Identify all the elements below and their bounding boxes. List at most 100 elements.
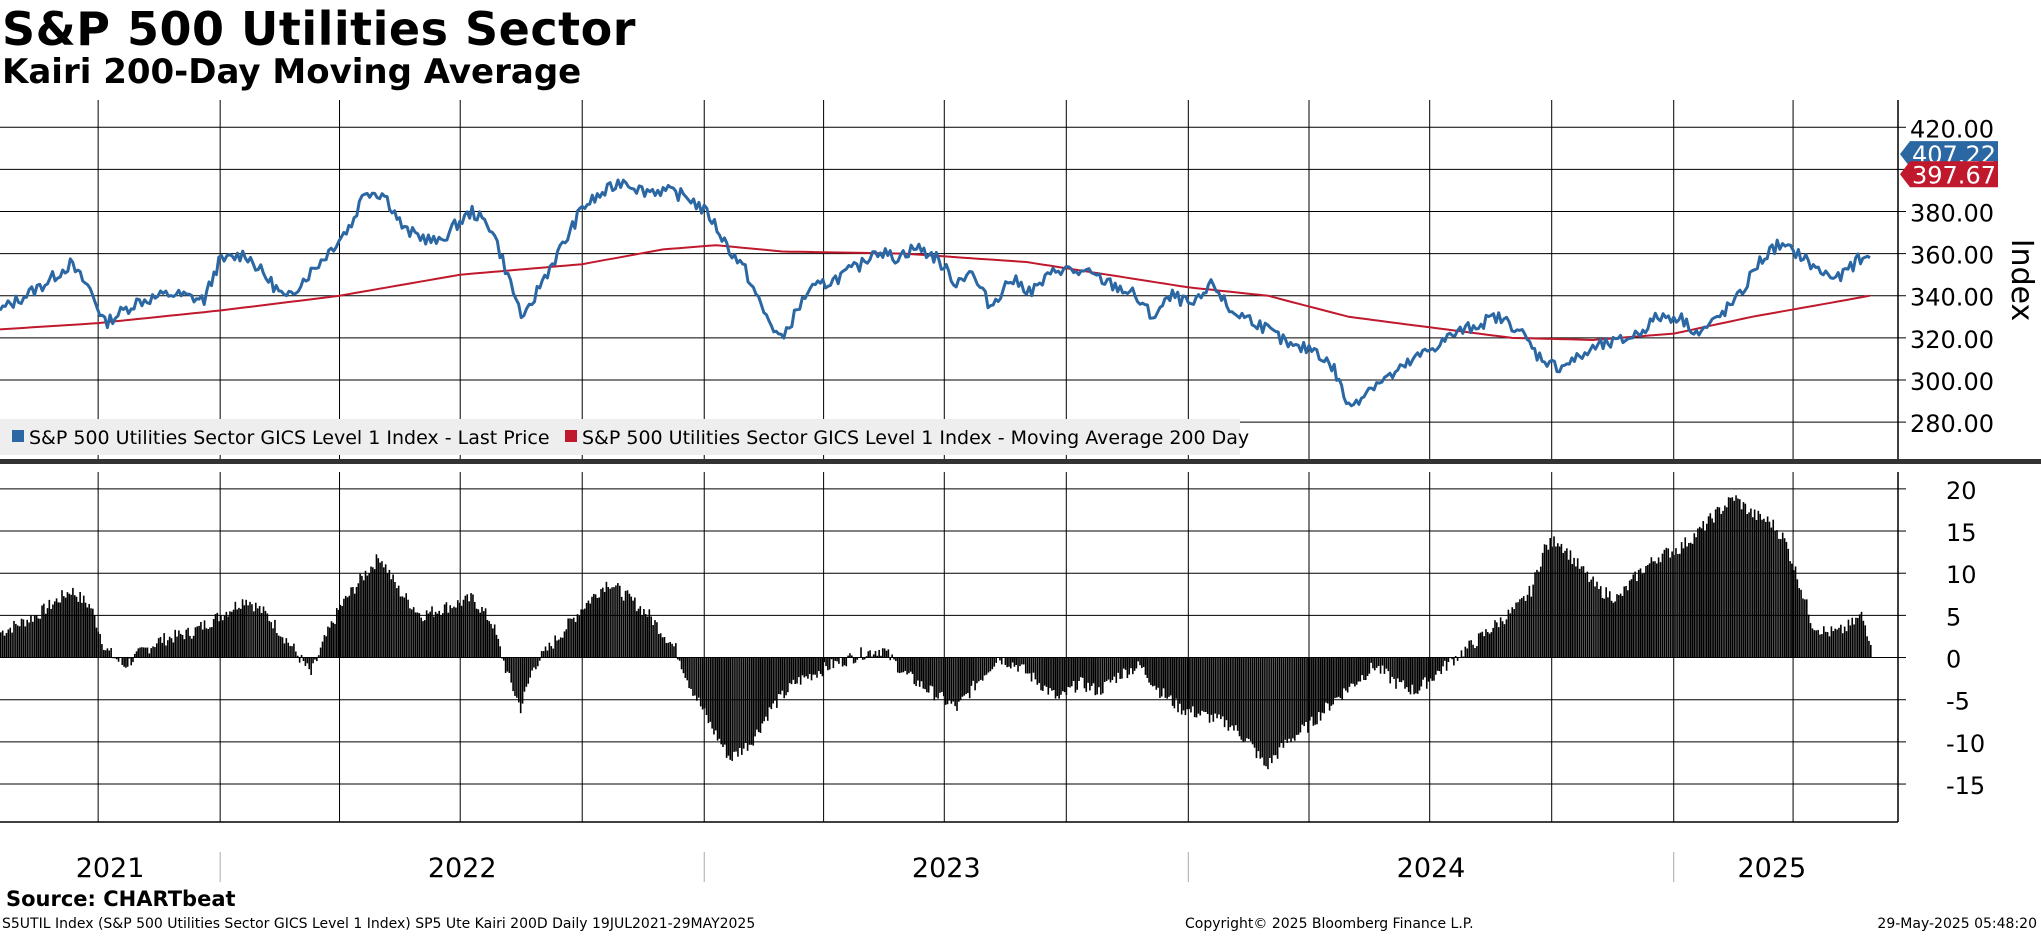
kairi-bar bbox=[1669, 557, 1671, 658]
kairi-bar bbox=[684, 657, 687, 678]
kairi-bar bbox=[1357, 657, 1360, 682]
kairi-bar bbox=[752, 657, 755, 746]
kairi-bar bbox=[125, 657, 127, 668]
kairi-bar bbox=[1847, 619, 1850, 658]
kairi-bar bbox=[1466, 648, 1469, 658]
chart-title: S&P 500 Utilities Sector bbox=[2, 2, 636, 56]
kairi-bar bbox=[401, 596, 404, 658]
x-tick-label-year: 2024 bbox=[1397, 853, 1466, 884]
kairi-bar bbox=[1776, 530, 1778, 658]
kairi-bar bbox=[1346, 657, 1349, 693]
kairi-bar bbox=[1305, 657, 1307, 722]
kairi-bar bbox=[368, 573, 370, 658]
kairi-bar bbox=[84, 602, 87, 658]
kairi-bar bbox=[917, 657, 919, 681]
kairi-bar bbox=[1282, 657, 1285, 748]
kairi-bar bbox=[1164, 657, 1167, 698]
kairi-bar bbox=[779, 657, 782, 695]
kairi-bar bbox=[110, 648, 112, 658]
kairi-bar bbox=[24, 626, 27, 658]
kairi-bar bbox=[772, 657, 774, 704]
kairi-bar bbox=[607, 587, 610, 658]
kairi-bar bbox=[1526, 594, 1529, 658]
kairi-bar bbox=[656, 622, 658, 658]
kairi-bar bbox=[97, 631, 100, 658]
kairi-bar bbox=[241, 599, 244, 658]
kairi-bar bbox=[1434, 657, 1437, 675]
kairi-bar bbox=[477, 609, 480, 658]
kairi-bar bbox=[1142, 657, 1145, 668]
kairi-bar bbox=[1173, 657, 1176, 709]
kairi-bar bbox=[1838, 627, 1840, 658]
kairi-bar bbox=[1171, 657, 1174, 706]
kairi-bar bbox=[569, 618, 571, 658]
kairi-bar bbox=[37, 618, 40, 658]
kairi-bar bbox=[1288, 657, 1290, 739]
kairi-bar bbox=[1061, 657, 1064, 692]
kairi-bar bbox=[1233, 657, 1235, 731]
kairi-bar bbox=[1297, 657, 1300, 735]
kairi-bar bbox=[1763, 518, 1765, 658]
kairi-bar bbox=[735, 657, 737, 752]
kairi-bar bbox=[304, 657, 307, 666]
kairi-bar bbox=[495, 634, 498, 658]
kairi-bar bbox=[1190, 657, 1192, 713]
kairi-bar bbox=[1707, 516, 1710, 658]
kairi-bar bbox=[1499, 617, 1502, 658]
kairi-bar bbox=[1238, 657, 1241, 737]
kairi-bar bbox=[194, 627, 197, 658]
kairi-bar bbox=[1032, 657, 1035, 673]
kairi-bar bbox=[266, 613, 269, 658]
kairi-bar bbox=[1667, 548, 1670, 658]
kairi-bar bbox=[1440, 657, 1443, 675]
kairi-bar bbox=[552, 648, 555, 658]
kairi-bar bbox=[1713, 522, 1715, 658]
kairi-bar bbox=[1727, 497, 1730, 658]
kairi-bar bbox=[1780, 539, 1782, 658]
kairi-bar bbox=[972, 657, 975, 681]
kairi-bar bbox=[1857, 617, 1859, 658]
kairi-bar bbox=[253, 611, 255, 658]
kairi-bar bbox=[1028, 657, 1031, 674]
kairi-bar bbox=[68, 593, 71, 658]
kairi-bar bbox=[57, 602, 60, 658]
kairi-bar bbox=[587, 600, 590, 658]
kairi-bar bbox=[1223, 657, 1226, 728]
kairi-bar bbox=[1343, 657, 1345, 689]
kairi-bar bbox=[183, 639, 186, 658]
kairi-bar bbox=[20, 618, 23, 658]
kairi-bar bbox=[1280, 657, 1283, 744]
kairi-bar bbox=[392, 574, 394, 658]
kairi-bar bbox=[812, 657, 815, 675]
kairi-bar bbox=[1422, 657, 1424, 680]
kairi-bar bbox=[613, 587, 615, 658]
kairi-bar bbox=[1686, 546, 1688, 658]
kairi-bar bbox=[1746, 514, 1748, 658]
kairi-bar bbox=[763, 657, 765, 722]
kairi-bar bbox=[1398, 657, 1401, 682]
kairi-bar bbox=[216, 612, 219, 658]
kairi-bar bbox=[366, 575, 369, 658]
kairi-bar bbox=[1566, 548, 1568, 658]
kairi-bar bbox=[1628, 580, 1631, 658]
kairi-bar bbox=[1720, 513, 1722, 658]
kairi-bar bbox=[1166, 657, 1168, 699]
kairi-bar bbox=[933, 657, 936, 701]
kairi-bar bbox=[1766, 516, 1769, 658]
kairi-bar bbox=[1023, 657, 1025, 665]
kairi-bar bbox=[1483, 636, 1485, 658]
kairi-bar bbox=[1124, 657, 1127, 670]
panel-divider bbox=[0, 459, 2041, 464]
kairi-bar bbox=[542, 651, 545, 658]
kairi-bar bbox=[805, 657, 807, 677]
kairi-bar bbox=[1711, 518, 1713, 658]
kairi-bar bbox=[935, 657, 937, 698]
kairi-bar bbox=[637, 608, 640, 658]
kairi-bar bbox=[533, 657, 535, 668]
kairi-bar bbox=[981, 657, 984, 681]
kairi-bar bbox=[900, 657, 903, 673]
kairi-bar bbox=[1445, 657, 1448, 671]
kairi-bar bbox=[1292, 657, 1294, 739]
kairi-bar bbox=[876, 655, 879, 658]
kairi-bar bbox=[1573, 557, 1575, 658]
